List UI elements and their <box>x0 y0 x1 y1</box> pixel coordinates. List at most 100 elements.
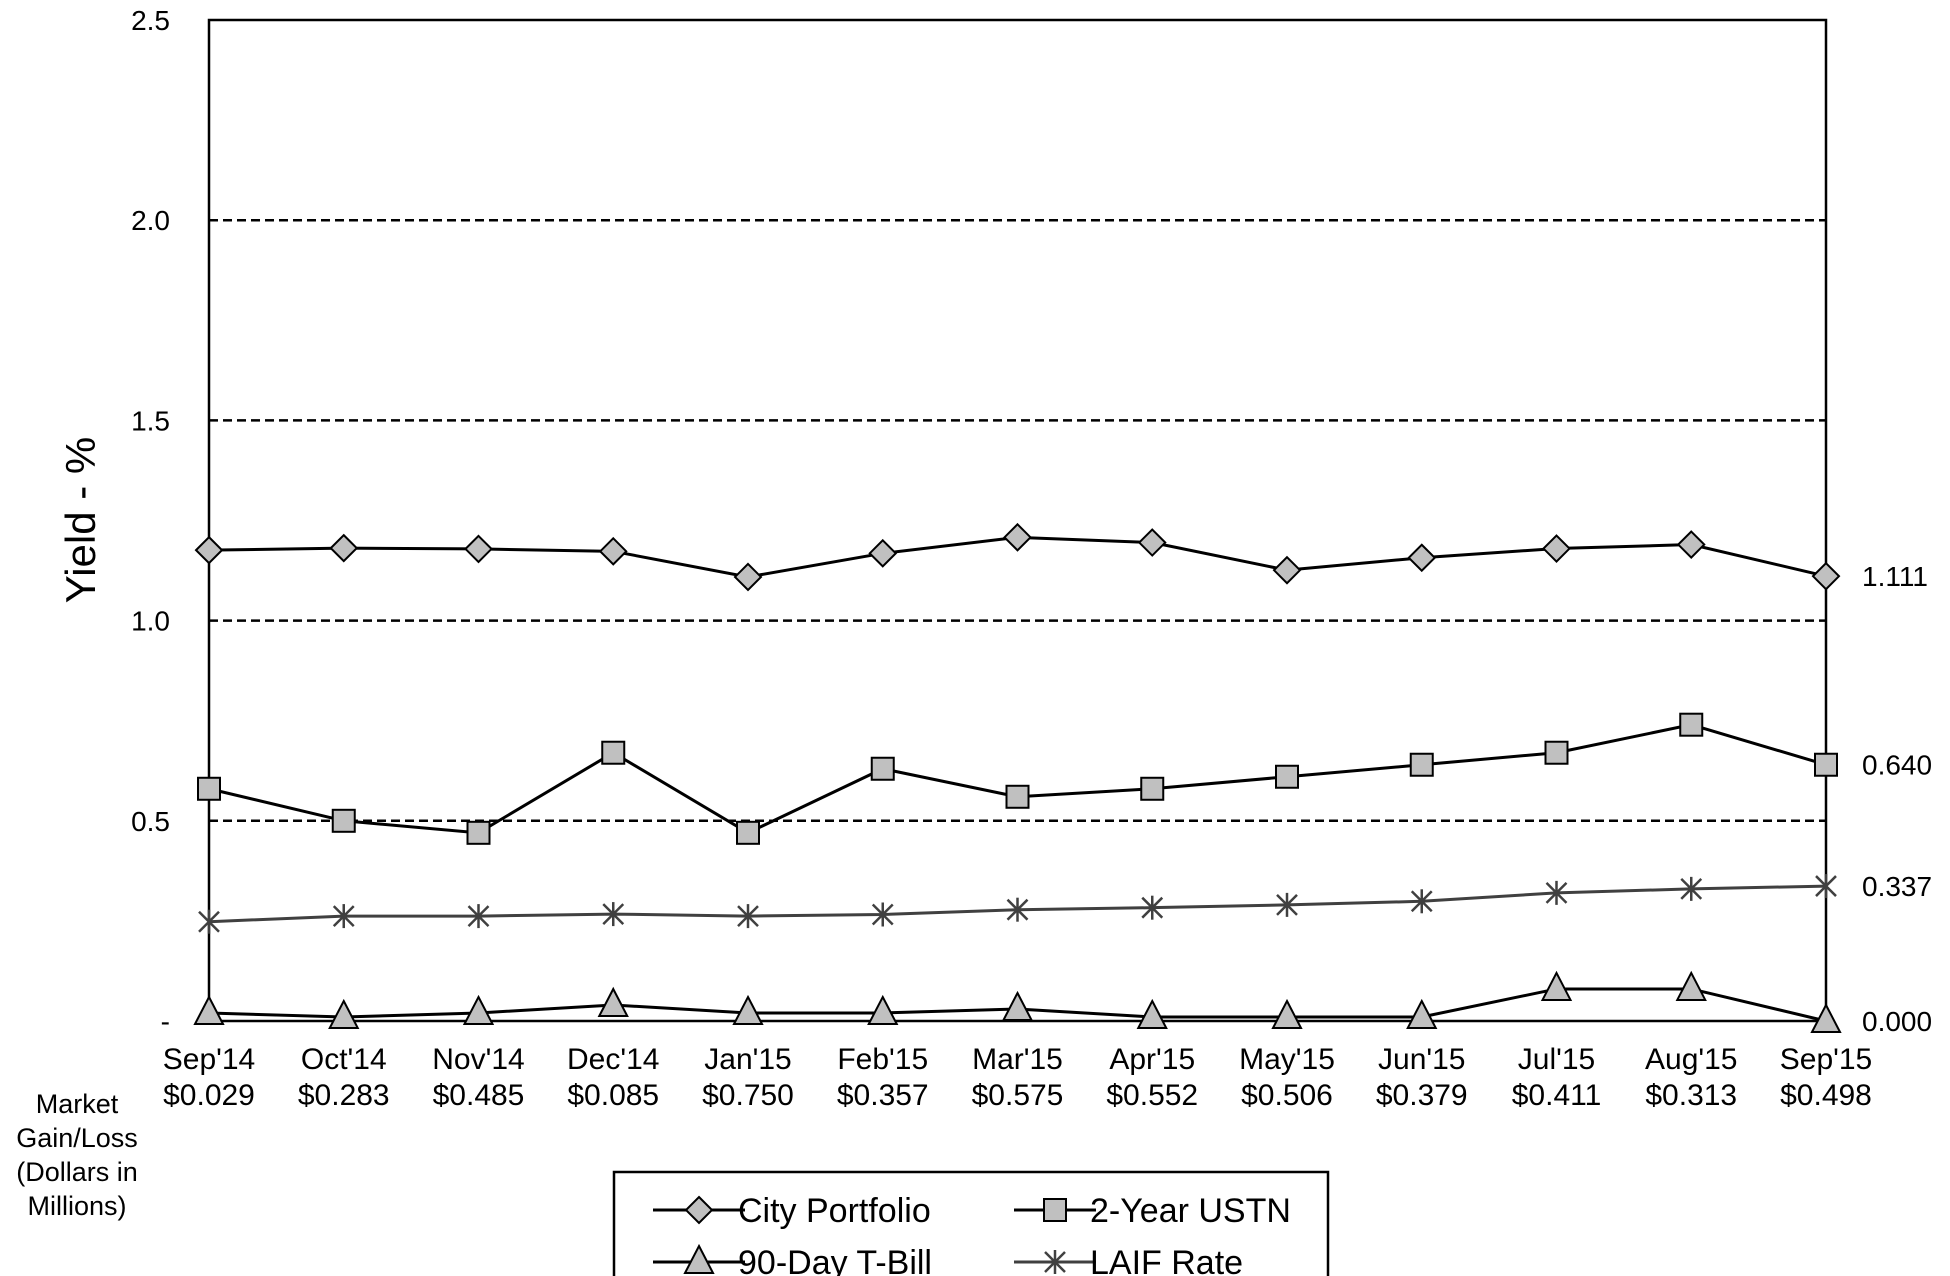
series-line <box>208 723 1827 835</box>
diamond-marker <box>868 538 898 568</box>
market-gain-loss-value: $0.085 <box>567 1079 659 1112</box>
triangle-marker <box>1810 1002 1842 1033</box>
square-marker <box>1409 752 1434 777</box>
market-gain-loss-value: $0.411 <box>1512 1079 1602 1112</box>
market-gain-loss-value: $0.750 <box>702 1079 794 1112</box>
square-marker <box>331 808 356 833</box>
triangle-marker <box>867 994 899 1025</box>
diamond-marker <box>1272 555 1302 585</box>
square-marker <box>870 756 895 781</box>
diamond-marker <box>1003 522 1032 552</box>
asterisk-marker <box>1815 874 1837 899</box>
series-2-year-ustn <box>197 712 1838 845</box>
diamond-marker <box>1811 561 1841 591</box>
triangle-marker <box>597 986 629 1017</box>
series-end-label: 0.640 <box>1862 750 1932 781</box>
diamond-marker <box>1137 528 1167 557</box>
triangle-marker <box>732 994 764 1025</box>
grid-lines <box>209 218 1826 823</box>
market-gain-loss-value: $0.498 <box>1780 1079 1872 1112</box>
legend-item: City Portfolio <box>653 1192 931 1230</box>
asterisk-marker <box>871 902 894 927</box>
diamond-marker <box>1542 534 1571 563</box>
triangle-marker <box>462 994 495 1025</box>
asterisk-marker <box>1006 897 1029 922</box>
series-end-label: 0.000 <box>1862 1006 1932 1037</box>
market-gain-loss-value: $0.485 <box>433 1079 525 1112</box>
diamond-marker <box>464 534 493 564</box>
x-axis-ticks: Sep'14$0.029 Oct'14$0.283 Nov'14$0.485 Dec'… <box>163 1043 1872 1112</box>
triangle-marker <box>1406 998 1438 1029</box>
asterisk-marker <box>1276 892 1298 917</box>
triangle-marker <box>683 1243 715 1274</box>
triangle-marker <box>1136 998 1168 1029</box>
x-tick-label: Oct'14 <box>301 1043 387 1076</box>
legend-label: LAIF Rate <box>1090 1244 1243 1276</box>
square-marker <box>1275 764 1299 789</box>
y-tick-label: 0.5 <box>131 806 170 837</box>
square-marker <box>197 776 221 801</box>
asterisk-marker <box>332 904 355 929</box>
x-tick-label: May'15 <box>1239 1043 1335 1076</box>
legend-item: 2-Year USTN <box>1014 1192 1291 1230</box>
asterisk-marker <box>1545 880 1568 905</box>
diamond-marker <box>1676 530 1706 559</box>
square-marker <box>1043 1198 1067 1222</box>
x-tick-label: Jul'15 <box>1518 1043 1595 1076</box>
x-tick-label: Dec'14 <box>567 1043 659 1076</box>
legend-item: LAIF Rate <box>1014 1244 1243 1276</box>
series-layer <box>193 522 1842 1033</box>
square-marker <box>1814 752 1838 777</box>
series-90-day-t-bill <box>193 970 1842 1033</box>
triangle-marker <box>1001 990 1034 1021</box>
x-tick-label: Sep'14 <box>163 1043 255 1076</box>
series-end-label: 1.111 <box>1862 561 1928 592</box>
legend-label: 90-Day T-Bill <box>738 1244 932 1276</box>
legend-label: City Portfolio <box>738 1192 931 1230</box>
x-tick-label: Jan'15 <box>704 1043 791 1076</box>
end-labels: 1.111 0.640 0.000 0.337 <box>1862 561 1932 1037</box>
y-tick-label: 2.5 <box>131 5 170 36</box>
y-axis-ticks: - 0.5 1.0 1.5 2.0 2.5 <box>131 5 170 1037</box>
y-tick-label: 2.0 <box>131 205 170 236</box>
market-gain-loss-label: Market Gain/Loss (Dollars in Millions) <box>16 1089 138 1221</box>
triangle-marker <box>328 998 360 1029</box>
market-gain-loss-value: $0.313 <box>1645 1079 1737 1112</box>
market-gain-loss-value: $0.029 <box>163 1079 255 1112</box>
market-gain-loss-value: $0.575 <box>972 1079 1064 1112</box>
square-marker <box>736 820 760 845</box>
series-laif-rate <box>198 874 1837 934</box>
market-gain-loss-value: $0.506 <box>1241 1079 1333 1112</box>
diamond-marker <box>598 536 628 566</box>
y-tick-label: 1.5 <box>131 405 170 436</box>
y-tick-label: - <box>161 1006 170 1037</box>
square-marker <box>1005 784 1030 809</box>
square-marker <box>601 740 626 765</box>
triangle-marker <box>193 994 225 1025</box>
x-tick-label: Aug'15 <box>1645 1043 1737 1076</box>
series-city-portfolio <box>194 522 1841 592</box>
square-marker <box>1140 776 1165 801</box>
x-tick-label: Mar'15 <box>972 1043 1063 1076</box>
diamond-marker <box>733 562 763 592</box>
side-label-line: (Dollars in <box>16 1157 138 1187</box>
market-gain-loss-value: $0.283 <box>298 1079 390 1112</box>
legend: City Portfolio 2-Year USTN 90-Day T-Bill LA… <box>612 1170 1330 1276</box>
asterisk-marker <box>198 909 220 934</box>
asterisk-marker <box>1410 889 1433 914</box>
x-tick-label: Apr'15 <box>1109 1043 1195 1076</box>
asterisk-marker <box>1141 895 1164 920</box>
asterisk-marker <box>1044 1250 1066 1274</box>
side-label-line: Market <box>36 1089 119 1119</box>
asterisk-marker <box>1680 876 1703 901</box>
market-gain-loss-value: $0.357 <box>837 1079 929 1112</box>
side-label-line: Gain/Loss <box>16 1123 138 1153</box>
asterisk-marker <box>467 904 490 929</box>
triangle-marker <box>1271 998 1303 1029</box>
diamond-marker <box>684 1195 714 1225</box>
legend-box <box>612 1170 1330 1276</box>
legend-item: 90-Day T-Bill <box>653 1243 932 1276</box>
diamond-marker <box>1407 543 1437 573</box>
diamond-marker <box>329 533 359 563</box>
